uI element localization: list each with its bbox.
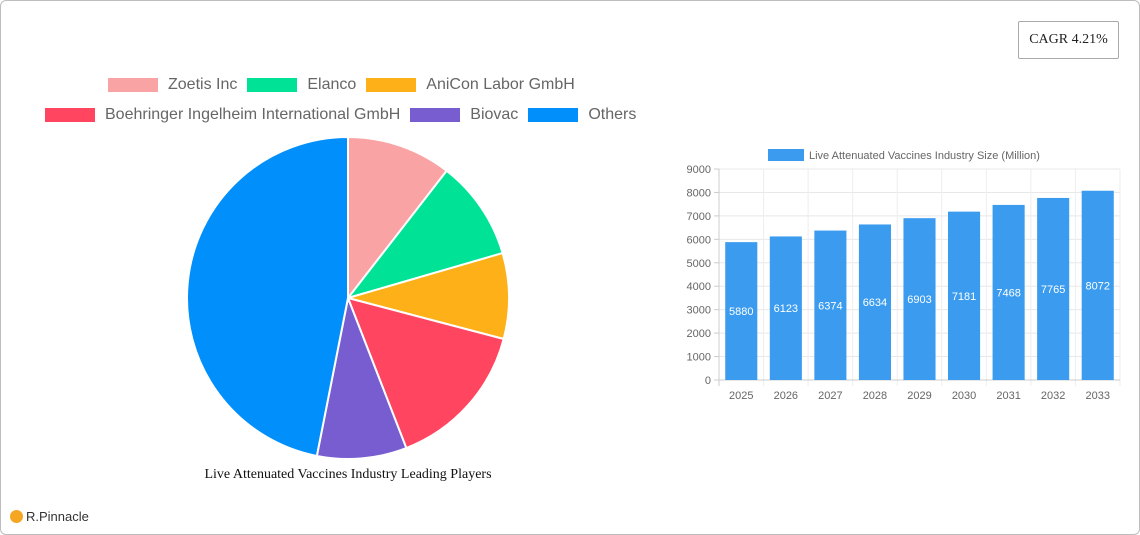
y-tick-label: 3000	[687, 305, 711, 317]
legend-label: Elanco	[307, 76, 357, 93]
bar[interactable]	[858, 224, 891, 380]
bar-value-label: 5880	[729, 306, 753, 318]
bar-value-label: 7181	[952, 291, 976, 303]
bar[interactable]	[1037, 197, 1070, 380]
x-tick-label: 2028	[863, 390, 887, 402]
x-tick-label: 2032	[1041, 390, 1065, 402]
bar[interactable]	[948, 211, 981, 380]
bar[interactable]	[725, 242, 758, 380]
bar-value-label: 6123	[774, 303, 798, 315]
legend-label: Boehringer Ingelheim International GmbH	[105, 106, 401, 123]
x-tick-label: 2033	[1085, 390, 1109, 402]
legend-label: Others	[588, 106, 637, 123]
pie-legend-row-1: Zoetis Inc Elanco AniCon Labor GmbH	[108, 76, 585, 94]
pie-legend-row-2: Boehringer Ingelheim International GmbH …	[45, 106, 646, 124]
y-tick-label: 5000	[687, 258, 711, 270]
legend-swatch	[108, 78, 158, 92]
bar[interactable]	[769, 236, 802, 380]
bar-value-label: 7765	[1041, 284, 1065, 296]
y-tick-label: 6000	[687, 234, 711, 246]
bar-value-label: 6374	[818, 300, 842, 312]
legend-item-anicon[interactable]: AniCon Labor GmbH	[366, 76, 575, 94]
bar-legend-label: Live Attenuated Vaccines Industry Size (…	[809, 150, 1040, 162]
y-tick-label: 1000	[687, 352, 711, 364]
cagr-label: CAGR 4.21%	[1029, 32, 1108, 47]
x-tick-label: 2025	[729, 390, 753, 402]
legend-swatch	[247, 78, 298, 92]
x-tick-label: 2031	[996, 390, 1020, 402]
bar[interactable]	[814, 230, 847, 380]
bar-value-label: 6634	[863, 297, 887, 309]
legend-swatch	[366, 78, 417, 92]
legend-swatch	[410, 108, 461, 122]
y-tick-label: 8000	[687, 187, 711, 199]
bar-legend-swatch	[768, 149, 804, 161]
legend-swatch	[45, 108, 95, 122]
legend-item-boehringer[interactable]: Boehringer Ingelheim International GmbH	[45, 106, 400, 124]
bar-value-label: 8072	[1085, 280, 1109, 292]
legend-item-biovac[interactable]: Biovac	[410, 106, 518, 124]
y-tick-label: 2000	[687, 328, 711, 340]
bar-value-label: 6903	[907, 294, 931, 306]
x-tick-label: 2029	[907, 390, 931, 402]
logo-icon	[10, 510, 23, 523]
legend-swatch	[528, 108, 579, 122]
x-tick-label: 2030	[952, 390, 976, 402]
bar-value-label: 7468	[996, 287, 1020, 299]
x-tick-label: 2026	[774, 390, 798, 402]
bar[interactable]	[1081, 190, 1114, 380]
legend-item-zoetis[interactable]: Zoetis Inc	[108, 76, 237, 94]
y-tick-label: 7000	[687, 211, 711, 223]
brand-name: R.Pinnacle	[26, 509, 89, 524]
legend-label: Biovac	[470, 106, 519, 123]
y-tick-label: 9000	[687, 164, 711, 176]
cagr-badge: CAGR 4.21%	[1018, 21, 1119, 59]
pie-chart-title: Live Attenuated Vaccines Industry Leadin…	[204, 467, 492, 482]
bar[interactable]	[992, 204, 1025, 380]
bar[interactable]	[903, 218, 936, 380]
legend-item-others[interactable]: Others	[528, 106, 636, 124]
x-tick-label: 2027	[818, 390, 842, 402]
legend-item-elanco[interactable]: Elanco	[247, 76, 356, 94]
y-tick-label: 0	[705, 375, 711, 387]
legend-label: Zoetis Inc	[168, 76, 238, 93]
legend-label: AniCon Labor GmbH	[426, 76, 575, 93]
brand-logo: R.Pinnacle	[10, 509, 89, 524]
y-tick-label: 4000	[687, 281, 711, 293]
